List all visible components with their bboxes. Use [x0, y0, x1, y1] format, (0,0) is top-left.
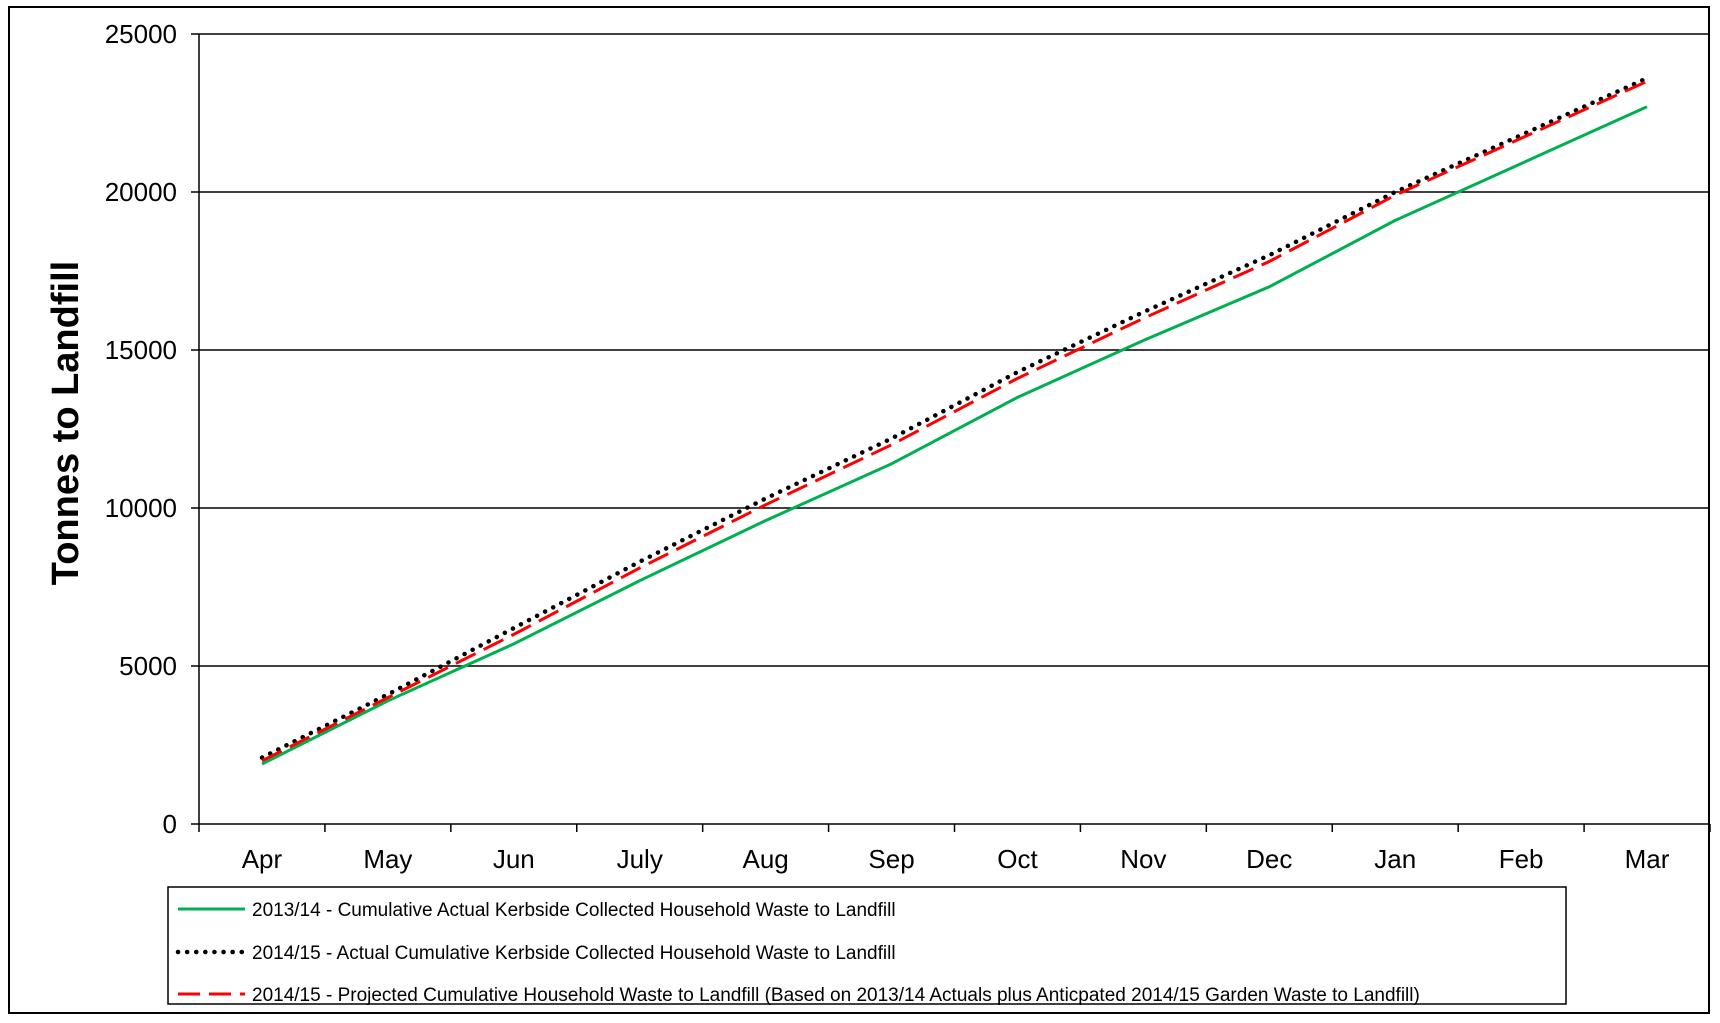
- x-tick-label-sep: Sep: [868, 844, 914, 874]
- axes: [191, 33, 1711, 832]
- x-tick-label-apr: Apr: [242, 844, 283, 874]
- x-tick-label-aug: Aug: [742, 844, 788, 874]
- y-tick-label: 15000: [105, 335, 177, 365]
- y-tick-labels: 0 5000 10000 15000 20000 25000: [105, 19, 177, 839]
- series-line-3: [261, 80, 1648, 763]
- y-axis-title: Tonnes to Landfill: [45, 261, 87, 585]
- x-tick-label-may: May: [363, 844, 412, 874]
- gridlines: [199, 33, 1710, 667]
- x-tick-label-feb: Feb: [1499, 844, 1544, 874]
- legend-entry-3: 2014/15 - Projected Cumulative Household…: [252, 985, 1420, 1006]
- legend-entries: 2013/14 - Cumulative Actual Kerbside Col…: [175, 900, 1420, 1006]
- legend-entry-2: 2014/15 - Actual Cumulative Kerbside Col…: [252, 943, 896, 964]
- x-tick-label-oct: Oct: [997, 844, 1038, 874]
- legend: 2013/14 - Cumulative Actual Kerbside Col…: [167, 886, 1567, 1006]
- x-tick-label-mar: Mar: [1625, 844, 1670, 874]
- legend-entry-1: 2013/14 - Cumulative Actual Kerbside Col…: [252, 900, 896, 921]
- x-tick-label-dec: Dec: [1246, 844, 1292, 874]
- x-tick-label-jan: Jan: [1374, 844, 1416, 874]
- y-tick-label: 20000: [105, 177, 177, 207]
- legend-box: [167, 886, 1567, 1005]
- y-tick-label: 5000: [119, 651, 177, 681]
- y-tick-label: 0: [163, 809, 177, 839]
- y-tick-label: 10000: [105, 493, 177, 523]
- x-tick-label-jun: Jun: [493, 844, 535, 874]
- series-line-1: [261, 105, 1648, 766]
- x-tick-label-nov: Nov: [1120, 844, 1166, 874]
- x-tick-labels: Apr May Jun July Aug Sep Oct Nov Dec Jan Feb Mar: [242, 844, 1670, 874]
- x-tick-label-july: July: [617, 844, 663, 874]
- y-tick-label: 25000: [105, 19, 177, 49]
- series-lines: [259, 75, 1650, 766]
- chart-frame: [8, 6, 1710, 1014]
